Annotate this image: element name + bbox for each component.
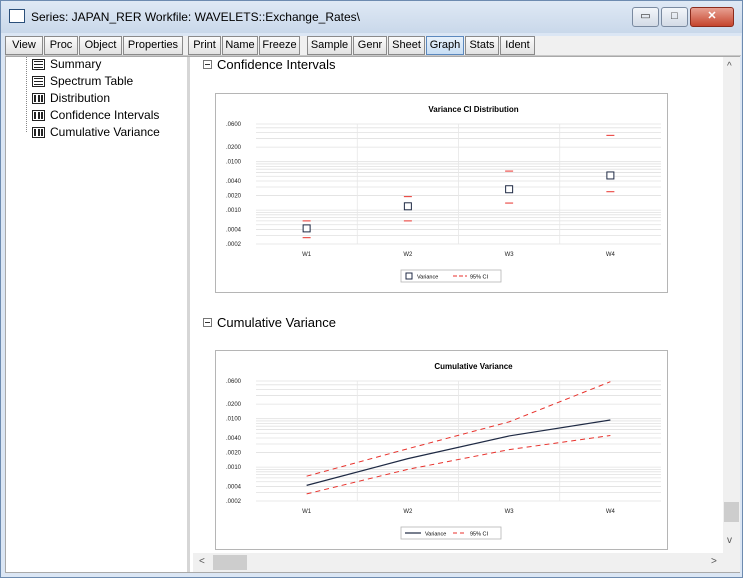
scroll-up-icon[interactable]: ^ <box>727 61 732 72</box>
legend-variance-marker <box>405 272 413 280</box>
x-tick-label: W4 <box>606 252 616 258</box>
scroll-right-icon[interactable]: > <box>711 556 717 567</box>
y-tick-label: .0600 <box>226 379 242 385</box>
variance-point <box>302 224 311 233</box>
section-heading: Cumulative Variance <box>217 315 336 330</box>
x-tick-label: W2 <box>403 252 413 258</box>
y-tick-label: .0010 <box>226 465 242 471</box>
section-heading: Confidence Intervals <box>217 57 336 72</box>
legend-box <box>400 269 502 283</box>
collapse-icon[interactable] <box>203 318 212 327</box>
output-view[interactable]: Confidence Intervals Variance CI Distrib… <box>193 57 723 553</box>
toolbar-graph-button[interactable]: Graph <box>426 36 464 55</box>
client-area: Summary Spectrum Table Distribution Conf… <box>5 56 740 573</box>
toolbar-sheet-button[interactable]: Sheet <box>388 36 425 55</box>
y-tick-label: .0020 <box>226 451 242 457</box>
window-title: Series: JAPAN_RER Workfile: WAVELETS::Ex… <box>31 10 361 24</box>
tree-item-label: Distribution <box>50 91 111 105</box>
y-tick-label: .0100 <box>226 160 242 166</box>
graph-icon <box>32 110 45 121</box>
y-tick-label: .0040 <box>226 436 242 442</box>
x-tick-label: W3 <box>505 509 515 515</box>
toolbar-proc-button[interactable]: Proc <box>44 36 78 55</box>
tree-connector <box>26 57 27 132</box>
vertical-scrollbar[interactable]: ^ v <box>723 57 740 553</box>
variance-line <box>306 419 611 486</box>
toolbar-freeze-button[interactable]: Freeze <box>259 36 300 55</box>
toolbar-object-button[interactable]: Object <box>79 36 122 55</box>
ci-lower-line <box>306 435 611 495</box>
collapse-icon[interactable] <box>203 60 212 69</box>
variance-point <box>606 171 615 180</box>
chart-cumulative-variance: Cumulative Variance .0600 .0200 .0100 .0040.… <box>215 350 668 550</box>
chart-title: Cumulative Variance <box>434 362 513 371</box>
cumulative-variance-chart-svg: Cumulative Variance .0600 .0200 .0100 .0040.… <box>226 362 661 540</box>
x-tick-label: W1 <box>302 509 312 515</box>
y-tick-label: .0040 <box>226 179 242 185</box>
legend-ci-label: 95% CI <box>470 532 489 538</box>
table-icon <box>32 59 45 70</box>
y-tick-label: .0200 <box>226 145 242 151</box>
variance-point <box>505 185 514 194</box>
y-tick-label: .0002 <box>226 242 242 248</box>
table-icon <box>32 76 45 87</box>
close-button[interactable]: ✕ <box>690 7 734 27</box>
chart-title: Variance CI Distribution <box>428 105 518 114</box>
toolbar-print-button[interactable]: Print <box>188 36 221 55</box>
y-tick-label: .0002 <box>226 499 242 505</box>
horizontal-scrollbar[interactable]: < > <box>193 553 740 572</box>
y-tick-label: .0100 <box>226 417 242 423</box>
legend-ci-label: 95% CI <box>470 275 489 281</box>
maximize-button[interactable]: □ <box>661 7 688 27</box>
toolbar-view-button[interactable]: View <box>5 36 43 55</box>
toolbar-name-button[interactable]: Name <box>222 36 258 55</box>
legend-variance-label: Variance <box>417 275 438 281</box>
toolbar-genr-button[interactable]: Genr <box>353 36 387 55</box>
toolbar-stats-button[interactable]: Stats <box>465 36 499 55</box>
x-tick-label: W1 <box>302 252 312 258</box>
section-cumulative-variance[interactable]: Cumulative Variance <box>203 315 336 333</box>
minimize-button[interactable]: ▭ <box>632 7 659 27</box>
toolbar-properties-button[interactable]: Properties <box>123 36 183 55</box>
y-tick-label: .0600 <box>226 122 242 128</box>
section-confidence-intervals[interactable]: Confidence Intervals <box>203 57 336 75</box>
vertical-scroll-thumb[interactable] <box>724 502 739 522</box>
tree-item-label: Cumulative Variance <box>50 125 160 139</box>
x-tick-label: W4 <box>606 509 616 515</box>
variance-point <box>403 202 412 211</box>
toolbar-ident-button[interactable]: Ident <box>500 36 535 55</box>
tree-item-label: Summary <box>50 57 102 71</box>
series-window-icon <box>9 9 25 23</box>
y-tick-label: .0200 <box>226 402 242 408</box>
variance-ci-chart-svg: Variance CI Distribution .0600 .0200 .0100.… <box>226 105 661 283</box>
y-tick-label: .0004 <box>226 227 242 233</box>
tree-item-label: Spectrum Table <box>50 74 134 88</box>
object-toolbar: View Proc Object Properties Print Name F… <box>5 36 741 56</box>
tree-item-label: Confidence Intervals <box>50 108 160 122</box>
graph-icon <box>32 127 45 138</box>
x-tick-label: W3 <box>505 252 515 258</box>
scroll-left-icon[interactable]: < <box>199 556 205 567</box>
y-tick-label: .0004 <box>226 484 242 490</box>
horizontal-scroll-thumb[interactable] <box>213 555 247 570</box>
output-tree: Summary Spectrum Table Distribution Conf… <box>6 57 190 572</box>
x-tick-label: W2 <box>403 509 413 515</box>
graph-icon <box>32 93 45 104</box>
y-tick-label: .0020 <box>226 194 242 200</box>
chart-variance-ci: Variance CI Distribution .0600 .0200 .0100.… <box>215 93 668 293</box>
toolbar-sample-button[interactable]: Sample <box>307 36 352 55</box>
title-bar[interactable]: Series: JAPAN_RER Workfile: WAVELETS::Ex… <box>1 1 742 33</box>
legend-box <box>400 526 502 540</box>
y-tick-label: .0010 <box>226 208 242 214</box>
scroll-down-icon[interactable]: v <box>727 535 732 546</box>
legend-variance-label: Variance <box>425 532 446 538</box>
ci-upper-line <box>306 381 611 477</box>
